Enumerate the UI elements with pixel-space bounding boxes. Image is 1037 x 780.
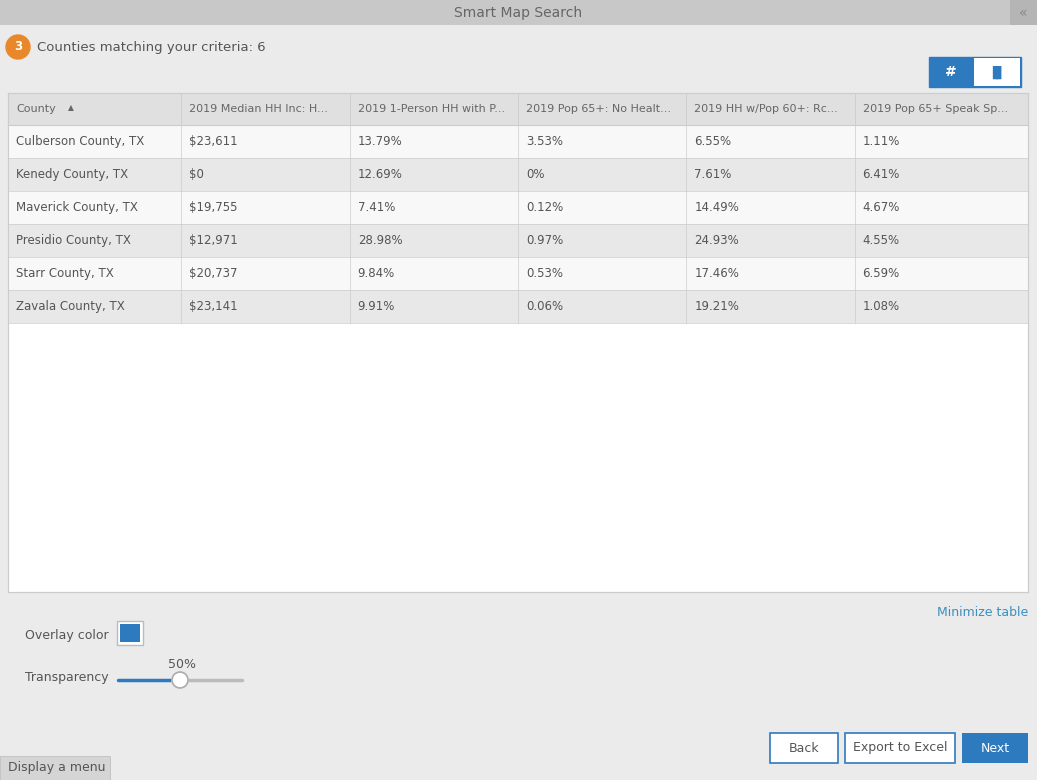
FancyBboxPatch shape	[8, 93, 1028, 125]
Text: ▐▌: ▐▌	[987, 66, 1007, 79]
Text: ▲: ▲	[68, 104, 74, 112]
FancyBboxPatch shape	[0, 756, 110, 780]
Text: 6.41%: 6.41%	[863, 168, 900, 181]
Text: 12.69%: 12.69%	[358, 168, 402, 181]
Text: Overlay color: Overlay color	[25, 629, 109, 643]
FancyBboxPatch shape	[962, 733, 1028, 763]
FancyBboxPatch shape	[770, 733, 838, 763]
Text: 3.53%: 3.53%	[526, 135, 563, 148]
FancyBboxPatch shape	[8, 224, 1028, 257]
Text: County: County	[16, 104, 56, 114]
Text: $20,737: $20,737	[190, 267, 237, 280]
Text: Maverick County, TX: Maverick County, TX	[16, 201, 138, 214]
Text: 1.08%: 1.08%	[863, 300, 900, 313]
Text: 1.11%: 1.11%	[863, 135, 900, 148]
Text: 0.97%: 0.97%	[526, 234, 563, 247]
FancyBboxPatch shape	[0, 0, 1037, 25]
Text: Culberson County, TX: Culberson County, TX	[16, 135, 144, 148]
Text: 14.49%: 14.49%	[695, 201, 739, 214]
Text: 0.06%: 0.06%	[526, 300, 563, 313]
Text: 19.21%: 19.21%	[695, 300, 739, 313]
Text: Display a menu: Display a menu	[8, 761, 106, 775]
Text: Kenedy County, TX: Kenedy County, TX	[16, 168, 129, 181]
Text: 9.91%: 9.91%	[358, 300, 395, 313]
Text: Export to Excel: Export to Excel	[852, 742, 947, 754]
FancyBboxPatch shape	[8, 125, 1028, 158]
Text: Minimize table: Minimize table	[936, 605, 1028, 619]
Text: 2019 Median HH Inc: H...: 2019 Median HH Inc: H...	[190, 104, 329, 114]
Text: Counties matching your criteria: 6: Counties matching your criteria: 6	[37, 41, 265, 54]
Text: $23,141: $23,141	[190, 300, 239, 313]
Text: 0.12%: 0.12%	[526, 201, 563, 214]
Text: 0.53%: 0.53%	[526, 267, 563, 280]
FancyBboxPatch shape	[117, 621, 143, 645]
FancyBboxPatch shape	[974, 58, 1020, 86]
Circle shape	[172, 672, 188, 688]
Circle shape	[6, 35, 30, 59]
Text: Transparency: Transparency	[25, 672, 109, 685]
Text: 6.59%: 6.59%	[863, 267, 900, 280]
Text: 50%: 50%	[168, 658, 196, 671]
Text: 28.98%: 28.98%	[358, 234, 402, 247]
Text: 13.79%: 13.79%	[358, 135, 402, 148]
FancyBboxPatch shape	[929, 57, 1021, 87]
Text: 17.46%: 17.46%	[695, 267, 739, 280]
Text: 2019 Pop 65+ Speak Sp...: 2019 Pop 65+ Speak Sp...	[863, 104, 1008, 114]
Text: Presidio County, TX: Presidio County, TX	[16, 234, 131, 247]
Text: Zavala County, TX: Zavala County, TX	[16, 300, 124, 313]
Text: 4.55%: 4.55%	[863, 234, 900, 247]
FancyBboxPatch shape	[8, 93, 1028, 592]
Text: Next: Next	[980, 742, 1010, 754]
Text: 9.84%: 9.84%	[358, 267, 395, 280]
FancyBboxPatch shape	[8, 257, 1028, 290]
Text: 2019 1-Person HH with P...: 2019 1-Person HH with P...	[358, 104, 505, 114]
Text: 3: 3	[13, 41, 22, 54]
Text: 7.41%: 7.41%	[358, 201, 395, 214]
Text: 4.67%: 4.67%	[863, 201, 900, 214]
Text: 6.55%: 6.55%	[695, 135, 731, 148]
Text: Back: Back	[789, 742, 819, 754]
FancyBboxPatch shape	[8, 191, 1028, 224]
Text: «: «	[1018, 5, 1028, 20]
Text: 2019 HH w/Pop 60+: Rc...: 2019 HH w/Pop 60+: Rc...	[695, 104, 838, 114]
FancyBboxPatch shape	[1010, 0, 1037, 25]
FancyBboxPatch shape	[930, 58, 973, 86]
FancyBboxPatch shape	[8, 290, 1028, 323]
Text: 7.61%: 7.61%	[695, 168, 732, 181]
Text: 24.93%: 24.93%	[695, 234, 739, 247]
Text: Smart Map Search: Smart Map Search	[454, 5, 583, 20]
Text: $0: $0	[190, 168, 204, 181]
Text: $12,971: $12,971	[190, 234, 239, 247]
Text: #: #	[945, 65, 957, 79]
FancyBboxPatch shape	[120, 624, 140, 642]
FancyBboxPatch shape	[8, 158, 1028, 191]
Text: 0%: 0%	[526, 168, 544, 181]
Text: 2019 Pop 65+: No Healt...: 2019 Pop 65+: No Healt...	[526, 104, 671, 114]
Text: $23,611: $23,611	[190, 135, 239, 148]
Text: Starr County, TX: Starr County, TX	[16, 267, 114, 280]
FancyBboxPatch shape	[845, 733, 955, 763]
Text: $19,755: $19,755	[190, 201, 237, 214]
